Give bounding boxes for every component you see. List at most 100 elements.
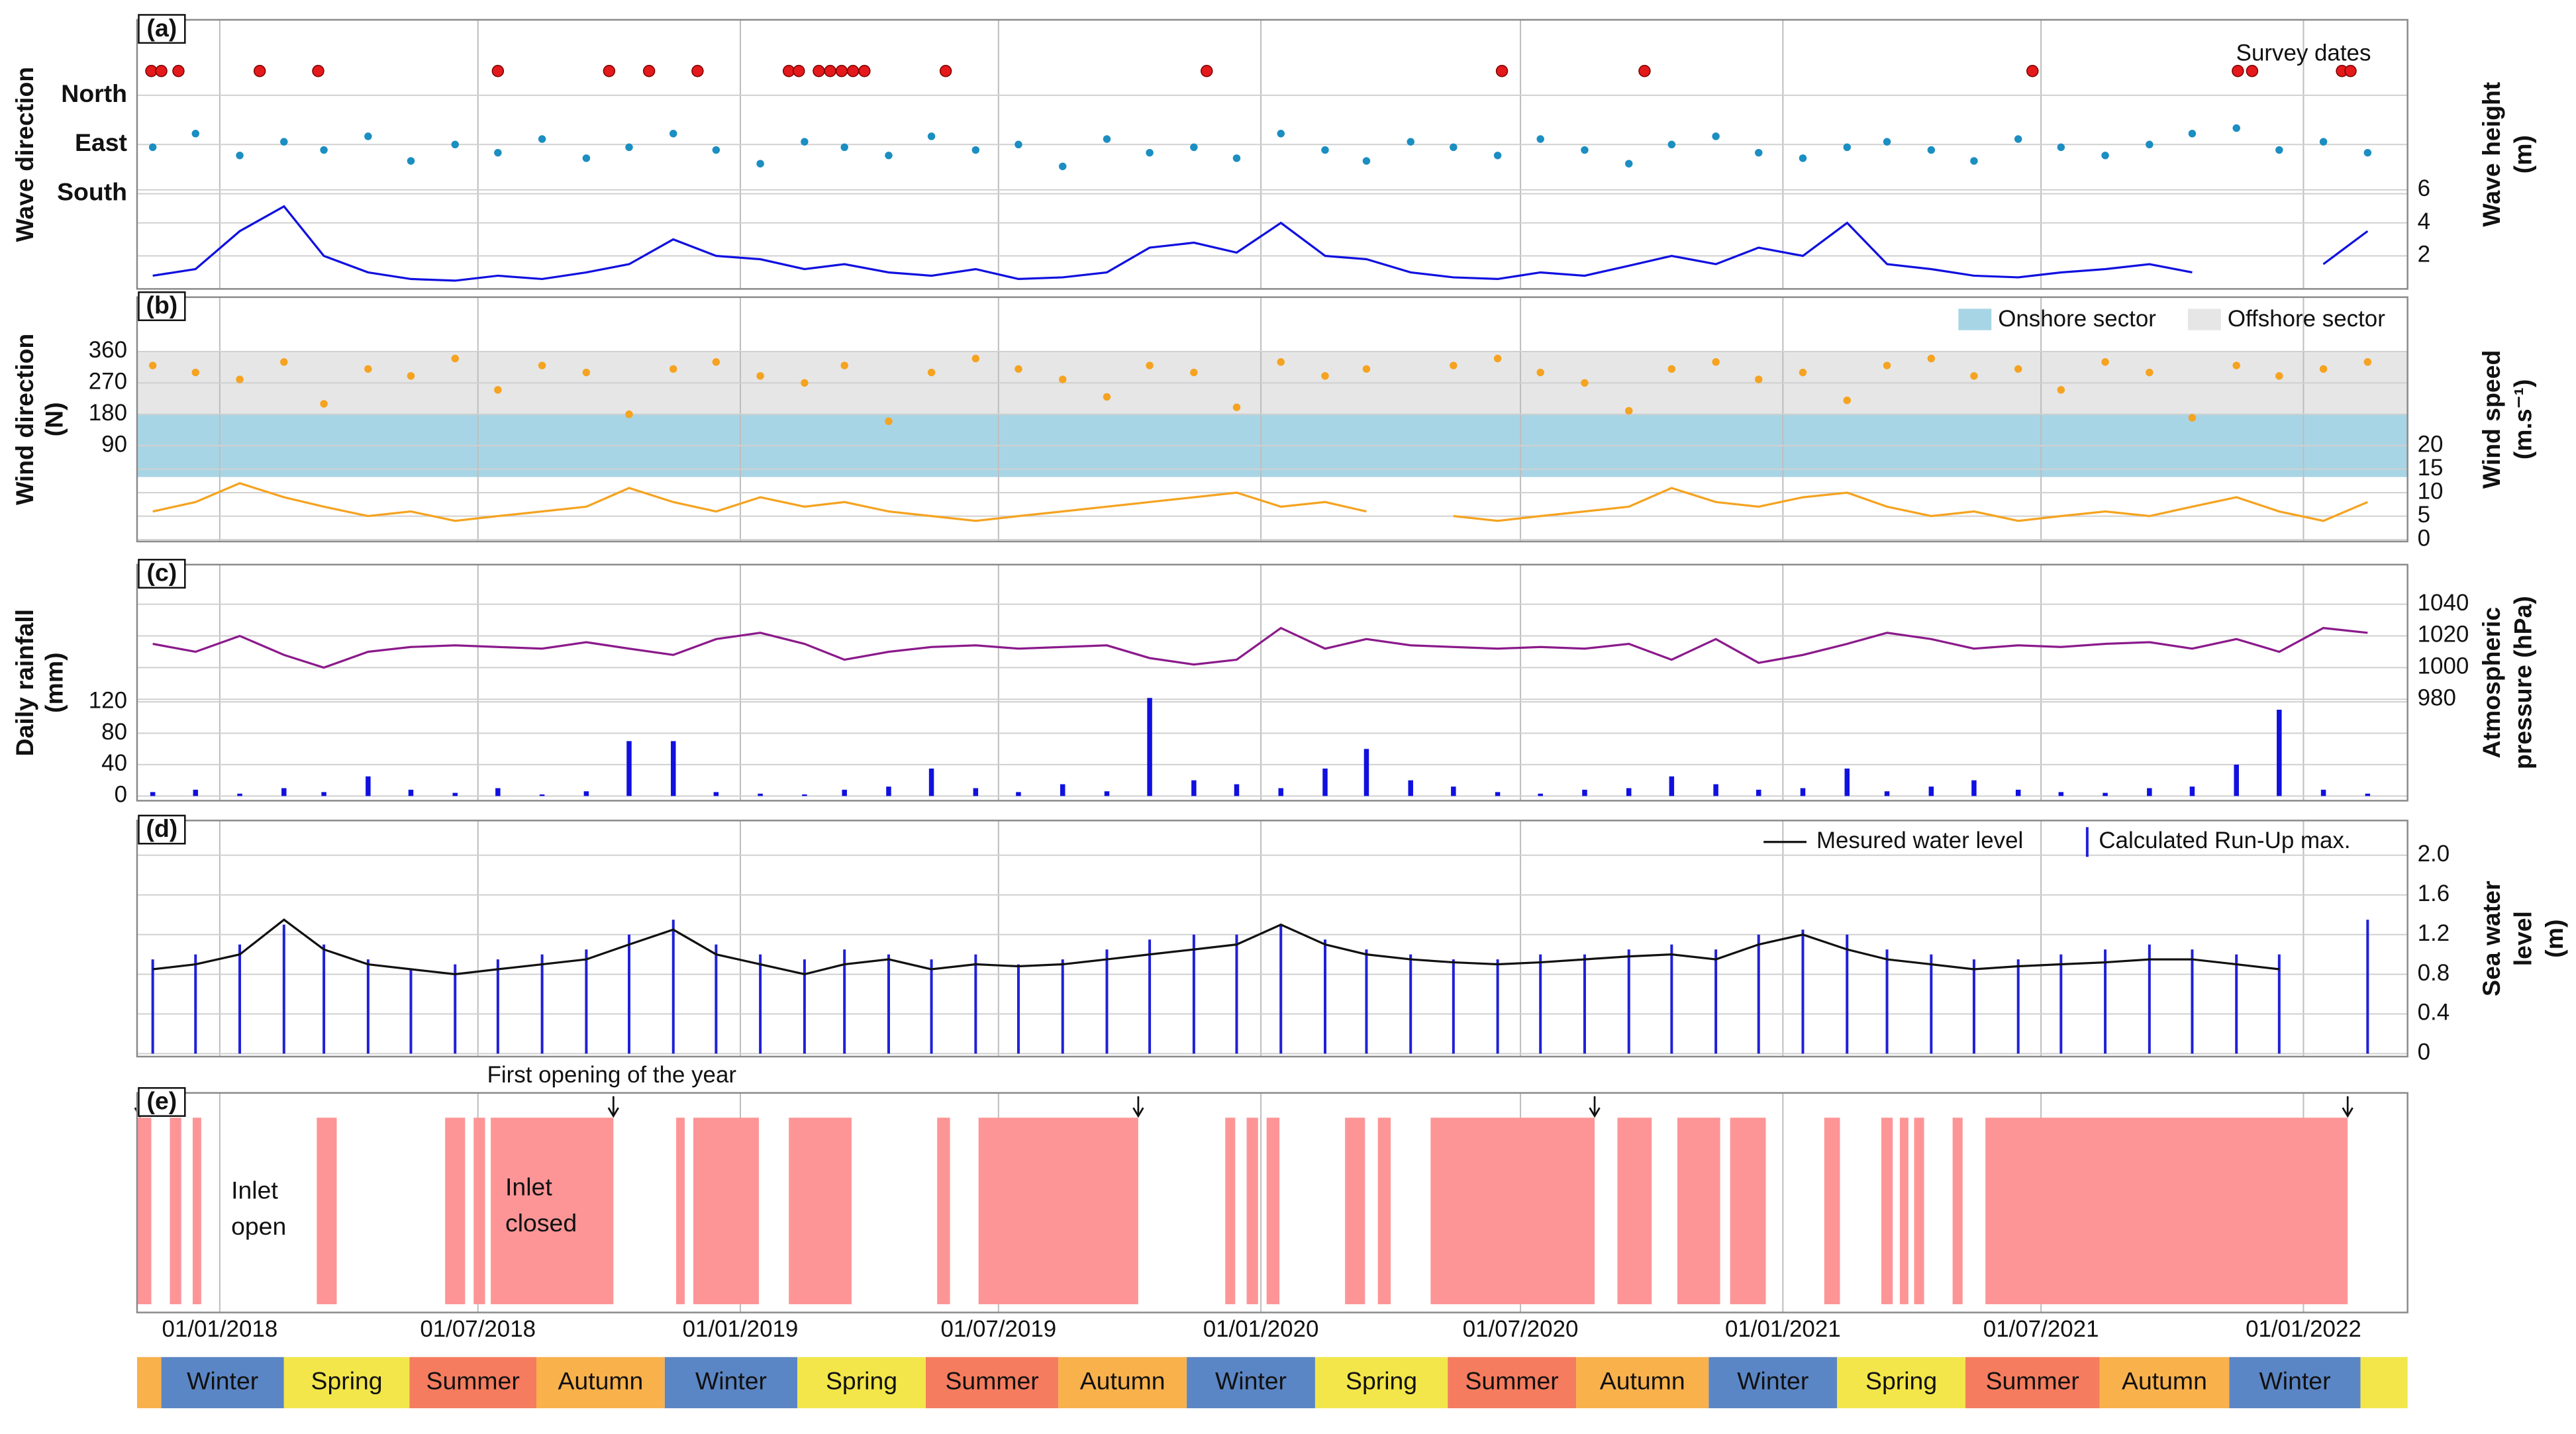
data-point	[1799, 154, 1807, 162]
bar	[1756, 789, 1761, 796]
y-axis-title: Daily rainfall	[11, 609, 38, 756]
annotation: open	[231, 1212, 286, 1240]
bar	[1016, 792, 1021, 796]
bar	[1191, 780, 1197, 796]
panel-frame	[136, 563, 2408, 802]
bar	[843, 949, 846, 1054]
data-point	[1058, 375, 1067, 383]
closed-span	[789, 1118, 852, 1304]
data-point	[971, 354, 980, 363]
closed-span	[1225, 1118, 1236, 1304]
bar	[973, 788, 979, 796]
legend-label: Offshore sector	[2228, 306, 2385, 332]
closed-span	[1266, 1118, 1280, 1304]
survey-marker	[2232, 65, 2244, 77]
bar	[627, 934, 630, 1054]
survey-marker	[155, 65, 168, 77]
bar	[2320, 789, 2326, 796]
bar	[626, 741, 632, 796]
closed-span	[1246, 1118, 1258, 1304]
season-label: Spring	[311, 1366, 383, 1394]
data-point	[1667, 140, 1676, 149]
closed-span	[1952, 1118, 1963, 1304]
bar	[1713, 784, 1718, 796]
y-tick-label: 90	[101, 431, 127, 457]
season-segment	[2360, 1357, 2408, 1409]
closed-span	[1377, 1118, 1391, 1304]
closed-span	[1914, 1118, 1924, 1304]
y-axis-title: Wave direction	[11, 67, 38, 242]
data-point	[1190, 143, 1198, 152]
data-point	[1667, 365, 1676, 373]
data-point	[451, 354, 459, 363]
y2-tick-label: 20	[2418, 431, 2444, 457]
bar	[495, 788, 501, 796]
y-axis-title: (N)	[40, 402, 68, 436]
y2-tick-label: 10	[2418, 478, 2444, 504]
bar	[1016, 964, 1020, 1054]
opening-arrowhead	[607, 1107, 619, 1118]
data-point	[320, 400, 328, 408]
data-point	[2101, 358, 2109, 366]
bar	[193, 789, 199, 796]
bar	[496, 959, 499, 1054]
data-point	[2363, 148, 2372, 157]
bar	[539, 794, 545, 796]
bar	[540, 954, 544, 1054]
legend-swatch	[1958, 309, 1992, 330]
bar	[2058, 792, 2064, 796]
panel-frame	[136, 19, 2408, 290]
bar	[1757, 934, 1760, 1054]
y-tick-label: South	[57, 178, 127, 206]
season-label: Autumn	[558, 1366, 643, 1394]
panel-label-box	[138, 814, 186, 845]
opening-arrowhead	[2342, 1107, 2353, 1118]
season-label: Spring	[826, 1366, 897, 1394]
season-segment	[409, 1357, 537, 1409]
data-point	[582, 154, 591, 162]
bar	[1148, 939, 1152, 1054]
bar	[671, 920, 675, 1054]
data-point	[2232, 361, 2240, 369]
season-label: Autumn	[1080, 1366, 1165, 1394]
data-point	[280, 138, 288, 146]
opening-arrowhead	[1132, 1107, 1144, 1118]
season-segment	[1448, 1357, 1577, 1409]
bar	[1928, 787, 1934, 796]
survey-marker	[846, 65, 860, 77]
data-point	[1362, 157, 1371, 165]
data-point	[756, 372, 764, 380]
season-label: Winter	[695, 1366, 767, 1394]
data-line	[152, 205, 2193, 282]
y2-axis-title: Atmospheric	[2477, 607, 2505, 759]
y-tick-label: 360	[89, 337, 127, 363]
survey-marker	[2246, 65, 2259, 77]
bar	[1322, 768, 1328, 796]
data-point	[1754, 148, 1763, 157]
bar	[1147, 698, 1152, 796]
bar	[366, 959, 370, 1054]
bar	[2104, 949, 2107, 1054]
data-point	[1536, 135, 1544, 143]
season-segment	[2099, 1357, 2230, 1409]
data-point	[625, 143, 633, 152]
data-point	[494, 148, 502, 157]
season-segment	[797, 1357, 926, 1409]
y-axis-title: Wind direction	[11, 334, 38, 505]
bar	[1409, 954, 1412, 1054]
annotation: closed	[505, 1209, 577, 1237]
bar	[1627, 949, 1630, 1054]
data-point	[2188, 414, 2197, 422]
data-point	[801, 379, 809, 387]
bar	[1105, 949, 1109, 1054]
y2-tick-label: 15	[2418, 455, 2444, 481]
y-tick-label: 270	[89, 369, 127, 395]
y2-tick-label: 1.2	[2418, 920, 2450, 946]
season-label: Autumn	[1600, 1366, 1685, 1394]
y2-tick-label: 0	[2418, 525, 2430, 551]
bar	[2277, 710, 2282, 796]
data-point	[2319, 138, 2328, 146]
closed-span	[676, 1118, 685, 1304]
data-point	[1799, 368, 1807, 377]
bar	[887, 954, 890, 1054]
